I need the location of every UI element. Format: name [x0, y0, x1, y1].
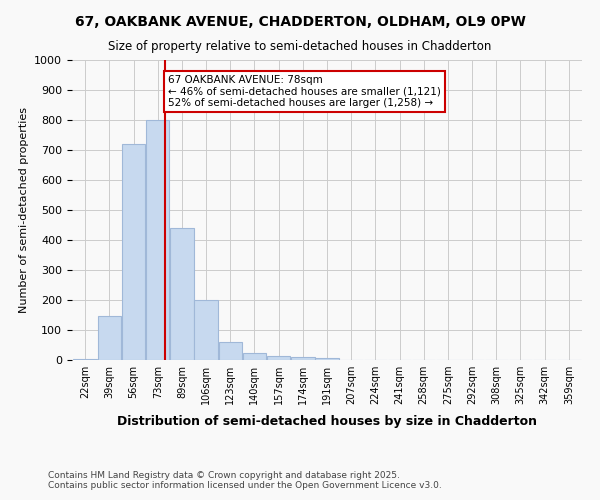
Bar — [73, 358, 97, 360]
Bar — [170, 228, 194, 360]
Bar — [267, 356, 290, 360]
Bar — [122, 144, 145, 360]
Y-axis label: Number of semi-detached properties: Number of semi-detached properties — [19, 107, 29, 313]
Bar — [315, 358, 339, 360]
Text: 67, OAKBANK AVENUE, CHADDERTON, OLDHAM, OL9 0PW: 67, OAKBANK AVENUE, CHADDERTON, OLDHAM, … — [74, 15, 526, 29]
Bar — [243, 352, 266, 360]
X-axis label: Distribution of semi-detached houses by size in Chadderton: Distribution of semi-detached houses by … — [117, 416, 537, 428]
Text: Size of property relative to semi-detached houses in Chadderton: Size of property relative to semi-detach… — [109, 40, 491, 53]
Text: Contains HM Land Registry data © Crown copyright and database right 2025.
Contai: Contains HM Land Registry data © Crown c… — [48, 470, 442, 490]
Bar — [194, 300, 218, 360]
Bar — [98, 316, 121, 360]
Bar — [146, 120, 169, 360]
Bar — [291, 357, 314, 360]
Bar — [218, 342, 242, 360]
Text: 67 OAKBANK AVENUE: 78sqm
← 46% of semi-detached houses are smaller (1,121)
52% o: 67 OAKBANK AVENUE: 78sqm ← 46% of semi-d… — [167, 75, 440, 108]
